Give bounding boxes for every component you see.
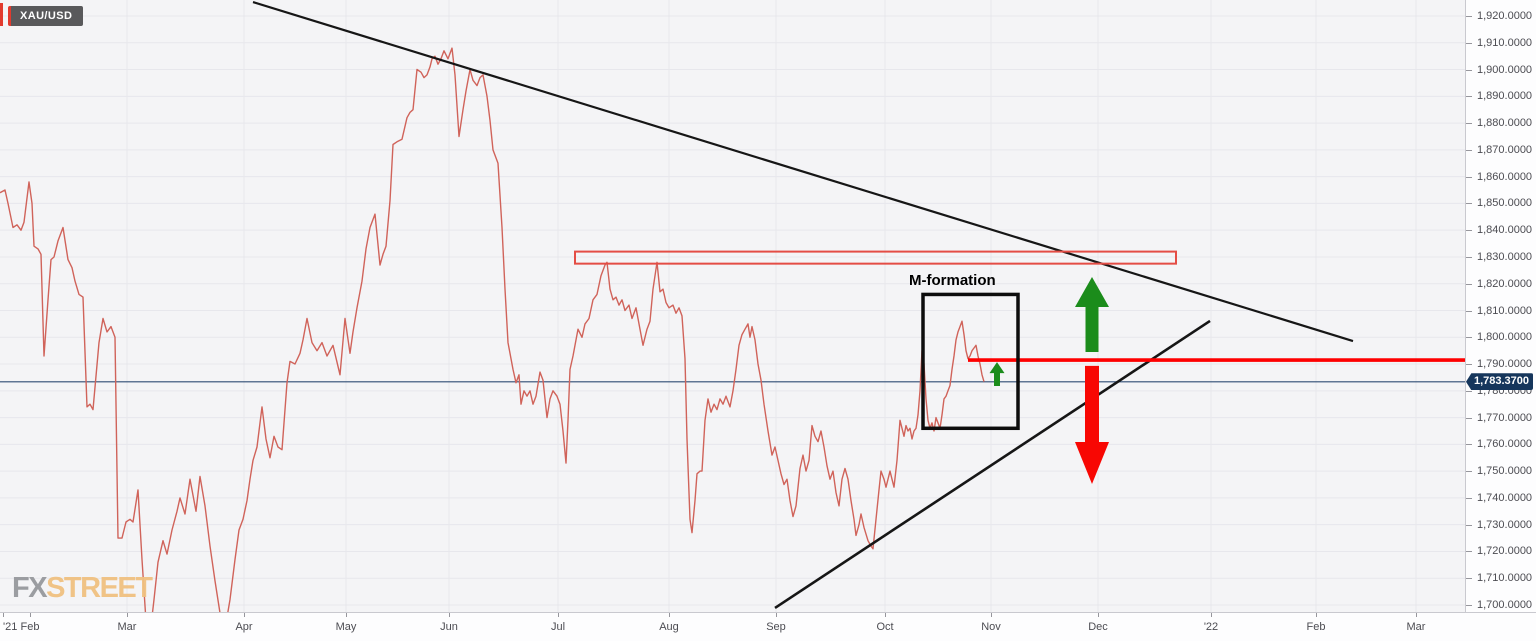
price-axis-label: 1,700.0000 xyxy=(1477,599,1533,611)
time-tick xyxy=(449,613,450,617)
price-axis-label: 1,840.0000 xyxy=(1477,224,1533,237)
price-axis-label: 1,710.0000 xyxy=(1477,572,1533,585)
time-axis-label: Oct xyxy=(876,621,894,633)
time-tick xyxy=(1098,613,1099,617)
time-axis-label: Mar xyxy=(1406,621,1426,633)
time-tick xyxy=(127,613,128,617)
m-formation-label[interactable]: M-formation xyxy=(909,272,996,289)
time-axis-label: Sep xyxy=(766,621,786,633)
price-tick xyxy=(1466,42,1472,44)
time-tick xyxy=(885,613,886,617)
fxstreet-logo-fx: FX xyxy=(12,572,48,604)
price-tick xyxy=(1466,605,1472,606)
price-tick xyxy=(1466,96,1472,98)
plot-svg[interactable] xyxy=(0,0,1465,612)
fxstreet-logo-street: STREET xyxy=(46,572,153,604)
price-axis-label: 1,830.0000 xyxy=(1477,250,1533,263)
time-axis-label: Jul xyxy=(550,621,566,633)
time-tick xyxy=(1416,613,1417,617)
price-tick xyxy=(1466,283,1472,285)
price-line-series xyxy=(0,47,985,612)
price-axis[interactable]: 1,920.0000 1,910.0000 1,900.0000 1,890.0000… xyxy=(1465,0,1536,612)
price-axis-label: 1,740.0000 xyxy=(1477,491,1533,504)
time-tick xyxy=(669,613,670,617)
time-tick xyxy=(3,613,4,617)
price-tick xyxy=(1466,471,1472,473)
price-tick xyxy=(1466,444,1472,446)
price-tick xyxy=(1466,310,1472,312)
time-axis-label: May xyxy=(335,621,357,633)
time-axis-label: Mar xyxy=(117,621,137,633)
price-tick xyxy=(1466,256,1472,258)
price-axis-label: 1,720.0000 xyxy=(1477,545,1533,558)
left-edge-accent xyxy=(0,3,3,26)
price-axis-label: 1,860.0000 xyxy=(1477,170,1533,183)
price-tick xyxy=(1466,524,1472,526)
price-axis-label: 1,870.0000 xyxy=(1477,143,1533,156)
price-tick xyxy=(1466,16,1472,17)
price-tick xyxy=(1466,149,1472,151)
fxstreet-logo: FXSTREET xyxy=(12,572,153,605)
price-axis-label: 1,760.0000 xyxy=(1477,438,1533,451)
price-tick xyxy=(1466,364,1472,366)
time-axis-label: Apr xyxy=(235,621,253,633)
m-formation-box[interactable] xyxy=(921,292,1020,431)
price-tick xyxy=(1466,337,1472,339)
time-tick xyxy=(776,613,777,617)
time-axis-label: Aug xyxy=(659,621,679,633)
instrument-badge: XAU/USD xyxy=(8,6,84,26)
price-axis-label: 1,750.0000 xyxy=(1477,465,1533,478)
price-tick xyxy=(1466,203,1472,205)
time-tick xyxy=(30,613,31,617)
up-target-arrow[interactable] xyxy=(1075,277,1109,352)
resistance-zone[interactable] xyxy=(574,250,1177,265)
price-tick xyxy=(1466,551,1472,553)
ascending-trendline[interactable] xyxy=(774,319,1211,610)
price-tick xyxy=(1466,69,1472,71)
price-axis-label: 1,790.0000 xyxy=(1477,358,1533,371)
price-axis-label: 1,810.0000 xyxy=(1477,304,1533,317)
time-axis[interactable]: '21 Feb Mar Apr May Jun Jul Aug Sep Oct Nov Dec '22 F… xyxy=(0,612,1536,641)
time-axis-label: Dec xyxy=(1088,621,1108,633)
time-tick xyxy=(991,613,992,617)
gridlines xyxy=(0,0,1465,612)
price-axis-label: 1,900.0000 xyxy=(1477,63,1533,76)
price-tick xyxy=(1466,417,1472,419)
time-tick xyxy=(346,613,347,617)
price-tick xyxy=(1466,390,1472,392)
price-tick xyxy=(1466,497,1472,499)
time-tick xyxy=(1316,613,1317,617)
time-axis-label: Jun xyxy=(440,621,458,633)
time-axis-label: Nov xyxy=(981,621,1001,633)
price-axis-label: 1,910.0000 xyxy=(1477,36,1533,49)
time-axis-label: Feb xyxy=(1306,621,1326,633)
price-tick xyxy=(1466,123,1472,125)
time-axis-label: Feb xyxy=(20,621,40,633)
price-axis-label: 1,820.0000 xyxy=(1477,277,1533,290)
time-tick xyxy=(244,613,245,617)
descending-trendline[interactable] xyxy=(252,1,1354,343)
time-tick xyxy=(1211,613,1212,617)
price-axis-label: 1,920.0000 xyxy=(1477,10,1533,22)
price-chart-pane[interactable] xyxy=(0,0,1465,612)
price-tick xyxy=(1466,578,1472,580)
price-axis-label: 1,730.0000 xyxy=(1477,518,1533,531)
small-up-arrow[interactable] xyxy=(989,362,1005,386)
time-axis-label: '21 xyxy=(3,621,18,633)
time-axis-label: '22 xyxy=(1203,621,1219,633)
price-axis-label: 1,800.0000 xyxy=(1477,331,1533,344)
price-tick xyxy=(1466,176,1472,178)
time-tick xyxy=(558,613,559,617)
price-axis-label: 1,770.0000 xyxy=(1477,411,1533,424)
down-target-arrow[interactable] xyxy=(1075,365,1109,484)
price-axis-label: 1,880.0000 xyxy=(1477,117,1533,130)
price-tick xyxy=(1466,230,1472,232)
price-axis-label: 1,890.0000 xyxy=(1477,90,1533,103)
current-price-badge: 1,783.3700 xyxy=(1466,373,1533,391)
price-axis-label: 1,850.0000 xyxy=(1477,197,1533,210)
